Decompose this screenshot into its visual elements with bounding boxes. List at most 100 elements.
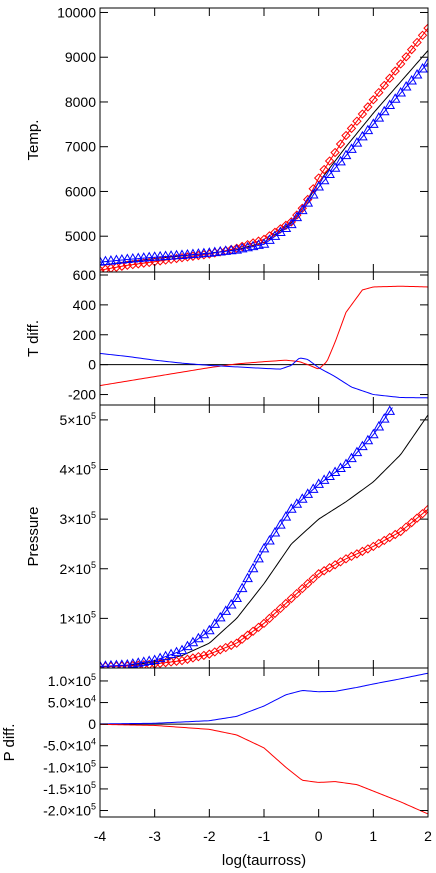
pressure-marker-2-29 bbox=[253, 552, 264, 563]
temp-marker-2-11 bbox=[154, 250, 166, 261]
temp-marker-2-24 bbox=[225, 244, 237, 255]
pdiff-series-1 bbox=[100, 672, 428, 725]
pressure-marker-2-27 bbox=[242, 572, 253, 583]
pdiff-series-2 bbox=[100, 723, 428, 815]
temp-marker-2-8 bbox=[138, 252, 150, 262]
pressure-marker-1-19 bbox=[199, 650, 209, 661]
temp-marker-1-51 bbox=[374, 87, 384, 98]
temp-marker-2-55 bbox=[395, 86, 407, 97]
pressure-marker-2-49 bbox=[362, 434, 374, 445]
pressure-marker-2-48 bbox=[357, 440, 368, 451]
pressure-marker-1-15 bbox=[177, 655, 187, 666]
temp-marker-2-0 bbox=[100, 256, 106, 266]
temp-ytick-label-2: 7000 bbox=[65, 139, 96, 155]
pressure-marker-2-37 bbox=[296, 493, 308, 503]
temp-marker-2-13 bbox=[165, 250, 177, 260]
pressure-marker-1-34 bbox=[281, 598, 291, 609]
temp-marker-2-56 bbox=[400, 81, 412, 91]
temp-ytick-label-4: 9000 bbox=[65, 49, 96, 65]
temp-marker-2-59 bbox=[417, 63, 428, 73]
pdiff-line-2 bbox=[100, 723, 428, 815]
temp-marker-2-53 bbox=[384, 99, 396, 110]
pressure-line-0 bbox=[100, 414, 428, 668]
pressure-marker-1-39 bbox=[308, 573, 318, 584]
x-tick-label-2: -2 bbox=[203, 828, 216, 844]
temp-marker-2-1 bbox=[100, 255, 111, 266]
temp-marker-2-40 bbox=[313, 180, 325, 191]
pdiff-y-axis-label: P diff. bbox=[1, 724, 18, 762]
panel-temp: 5000 6000 7000 8000 9000 10000 Temp. bbox=[25, 4, 429, 273]
temp-marker-1-54 bbox=[390, 66, 400, 76]
x-tick-label-6: 2 bbox=[424, 828, 432, 844]
pressure-marker-2-30 bbox=[258, 542, 270, 553]
pressure-line-2 bbox=[100, 407, 393, 668]
pressure-marker-2-4 bbox=[116, 659, 127, 668]
pressure-series-0 bbox=[100, 414, 428, 668]
tdiff-frame bbox=[99, 271, 429, 406]
temp-marker-1-49 bbox=[363, 102, 373, 112]
pressure-marker-1-25 bbox=[231, 638, 242, 648]
pdiff-ytick-label-1: 5.0×104 bbox=[48, 694, 96, 711]
temp-ytick-label-1: 6000 bbox=[65, 183, 96, 199]
temp-marker-2-15 bbox=[176, 249, 188, 259]
pressure-marker-1-58 bbox=[412, 513, 422, 523]
pressure-marker-2-1 bbox=[101, 660, 110, 668]
pressure-y-axis-label: Pressure bbox=[25, 506, 42, 566]
pressure-marker-2-32 bbox=[269, 527, 281, 537]
temp-ytick-label-0: 5000 bbox=[65, 228, 96, 244]
temp-y-axis-label: Temp. bbox=[25, 120, 42, 161]
panel-pdiff: 1.0×105 5.0×104 0 -5.0×104 -1.0×105 -1.5×105 -… bbox=[1, 667, 432, 869]
temp-marker-2-47 bbox=[351, 137, 363, 147]
pressure-marker-1-16 bbox=[182, 654, 193, 664]
tdiff-ytick-label-2: 200 bbox=[73, 327, 97, 343]
tdiff-ytick-label-0: -200 bbox=[68, 387, 96, 403]
chart-panels: 5000600070008000900010000Temp.-200020040… bbox=[1, 4, 432, 869]
temp-ytick-label-3: 8000 bbox=[65, 94, 96, 110]
pressure-marker-1-55 bbox=[395, 526, 406, 537]
pressure-marker-1-26 bbox=[237, 634, 247, 644]
temp-marker-1-46 bbox=[346, 123, 357, 134]
temp-marker-1-42 bbox=[324, 156, 335, 166]
pressure-ytick-label-4: 5×105 bbox=[59, 411, 96, 428]
pressure-marker-1-17 bbox=[188, 653, 198, 663]
pressure-marker-1-59 bbox=[417, 508, 428, 519]
pressure-marker-1-60 bbox=[423, 504, 428, 514]
temp-series-0 bbox=[100, 50, 428, 266]
pressure-marker-1-37 bbox=[297, 583, 307, 594]
temp-marker-1-60 bbox=[423, 23, 428, 33]
pressure-marker-2-24 bbox=[225, 598, 237, 609]
panel-pressure: 1×105 2×105 3×105 4×105 5×105 Pressure bbox=[25, 404, 429, 669]
pressure-marker-2-45 bbox=[340, 458, 352, 469]
x-tick-label-3: -1 bbox=[258, 828, 271, 844]
pressure-marker-2-36 bbox=[291, 498, 303, 508]
pressure-marker-1-33 bbox=[275, 603, 286, 614]
pressure-marker-2-51 bbox=[373, 420, 385, 431]
temp-marker-1-53 bbox=[385, 73, 395, 83]
temp-marker-2-19 bbox=[198, 247, 210, 258]
temp-marker-2-45 bbox=[340, 149, 352, 160]
pressure-marker-2-3 bbox=[111, 659, 122, 668]
temp-marker-2-6 bbox=[127, 253, 139, 263]
temp-marker-2-51 bbox=[373, 112, 385, 122]
temp-marker-1-55 bbox=[395, 59, 406, 69]
temp-marker-1-56 bbox=[401, 52, 411, 62]
temp-marker-2-48 bbox=[357, 130, 368, 141]
pdiff-ytick-label-3: -5.0×104 bbox=[43, 737, 96, 754]
x-tick-label-0: -4 bbox=[94, 828, 107, 844]
pressure-marker-2-2 bbox=[106, 659, 116, 668]
pressure-marker-2-31 bbox=[264, 534, 275, 545]
pressure-marker-1-18 bbox=[193, 651, 204, 662]
temp-marker-2-43 bbox=[329, 162, 341, 172]
temp-frame bbox=[99, 7, 429, 273]
pressure-marker-2-23 bbox=[220, 605, 232, 615]
pressure-marker-2-22 bbox=[214, 611, 226, 622]
pressure-marker-2-0 bbox=[100, 660, 105, 668]
pressure-marker-1-28 bbox=[248, 626, 258, 636]
pressure-ytick-label-3: 4×105 bbox=[59, 461, 96, 478]
temp-marker-1-50 bbox=[368, 95, 379, 105]
panel-tdiff: -200 0 200 400 600 T diff. bbox=[25, 267, 429, 406]
pressure-marker-2-50 bbox=[367, 428, 379, 439]
tdiff-y-axis-label: T diff. bbox=[25, 320, 42, 357]
pressure-series-1 bbox=[100, 504, 428, 668]
temp-marker-2-2 bbox=[105, 255, 117, 265]
